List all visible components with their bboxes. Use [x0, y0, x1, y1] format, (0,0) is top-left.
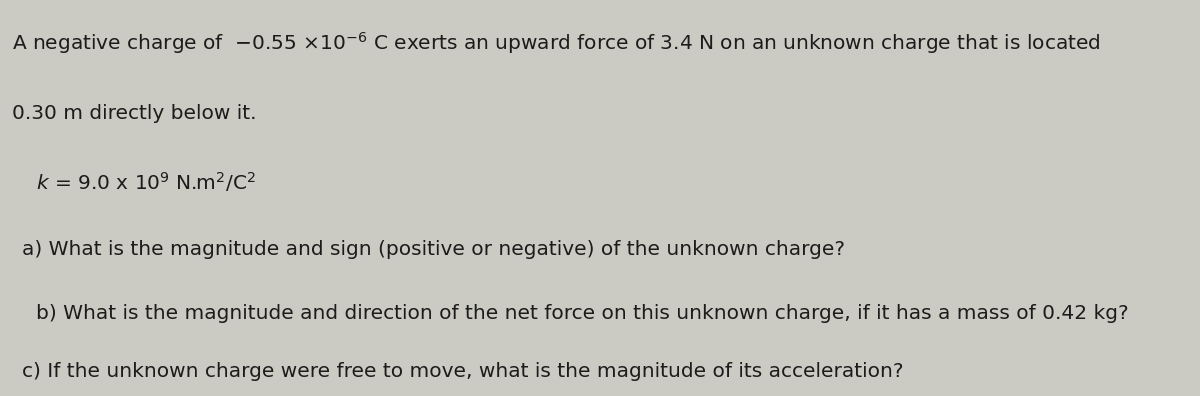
Text: $k$ = 9.0 x 10$^9$ N.m$^2$/C$^2$: $k$ = 9.0 x 10$^9$ N.m$^2$/C$^2$: [36, 170, 256, 194]
Text: A negative charge of  $-$0.55 $\times$10$^{-6}$ C exerts an upward force of 3.4 : A negative charge of $-$0.55 $\times$10$…: [12, 30, 1100, 56]
Text: c) If the unknown charge were free to move, what is the magnitude of its acceler: c) If the unknown charge were free to mo…: [22, 362, 904, 381]
Text: 0.30 m directly below it.: 0.30 m directly below it.: [12, 104, 257, 123]
Text: b) What is the magnitude and direction of the net force on this unknown charge, : b) What is the magnitude and direction o…: [36, 304, 1129, 323]
Text: a) What is the magnitude and sign (positive or negative) of the unknown charge?: a) What is the magnitude and sign (posit…: [22, 240, 845, 259]
